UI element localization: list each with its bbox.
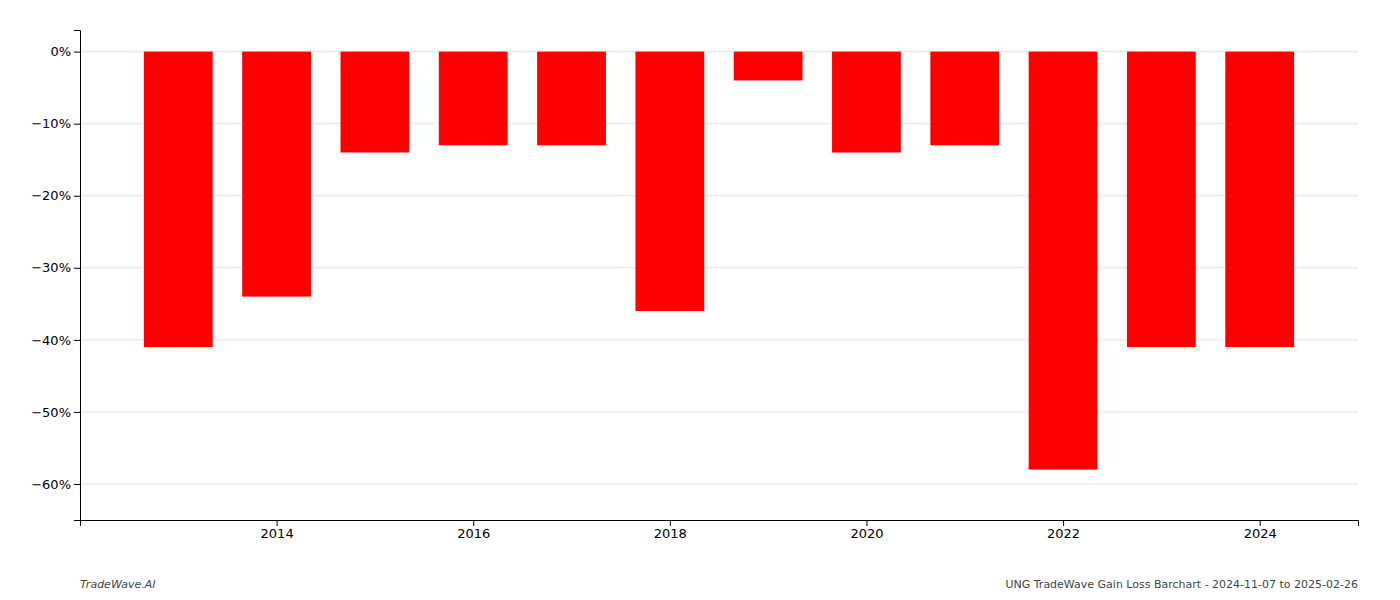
bar: [144, 52, 213, 347]
x-tick-label: 2016: [457, 526, 490, 541]
y-axis: 0% −10% −20% −30% −40% −50% −60%: [31, 31, 80, 521]
x-tick-label: 2024: [1244, 526, 1277, 541]
plot-area: 2014 2016 2018 2020 2022 2024 0% −10% −20% −30% −4…: [31, 31, 1358, 542]
y-tick-label: −30%: [31, 260, 71, 275]
x-tick: 2020: [850, 520, 883, 541]
y-tick: −40%: [31, 333, 80, 348]
grid-line: [80, 483, 1358, 484]
y-tick-mark: [74, 268, 80, 269]
x-tick-label: 2022: [1047, 526, 1080, 541]
y-tick-mark: [74, 124, 80, 125]
bar: [734, 52, 803, 81]
bar: [930, 52, 999, 146]
y-tick: −50%: [31, 405, 80, 420]
y-tick: −20%: [31, 188, 80, 203]
bar: [341, 52, 410, 153]
bars: [144, 52, 1294, 470]
bar: [537, 52, 606, 146]
bar: [242, 52, 311, 297]
x-tick-label: 2018: [654, 526, 687, 541]
y-tick-label: 0%: [50, 44, 71, 59]
x-tick: 2022: [1047, 520, 1080, 541]
footer-right: UNG TradeWave Gain Loss Barchart - 2024-…: [1005, 578, 1358, 591]
bar: [1029, 52, 1098, 470]
grid: [80, 52, 1358, 484]
x-tick-label: 2020: [850, 526, 883, 541]
y-tick: 0%: [50, 44, 80, 59]
y-axis-line: [74, 31, 81, 521]
x-tick: 2014: [261, 520, 294, 541]
x-axis-line: [81, 521, 1359, 527]
y-tick-label: −10%: [31, 116, 71, 131]
x-tick: 2018: [654, 520, 687, 541]
y-tick-label: −20%: [31, 188, 71, 203]
y-tick-mark: [74, 196, 80, 197]
bar: [439, 52, 508, 146]
grid-line: [80, 411, 1358, 412]
y-tick-mark: [74, 484, 80, 485]
bar: [1127, 52, 1196, 347]
x-tick: 2024: [1244, 520, 1277, 541]
bar: [635, 52, 704, 311]
y-tick-label: −60%: [31, 477, 71, 492]
y-tick-mark: [74, 340, 80, 341]
x-tick-mark: [1260, 520, 1261, 526]
x-tick-mark: [473, 520, 474, 526]
x-tick: 2016: [457, 520, 490, 541]
bar: [1225, 52, 1294, 347]
y-tick: −60%: [31, 477, 80, 492]
x-tick-mark: [1063, 520, 1064, 526]
y-tick: −10%: [31, 116, 80, 131]
x-tick-mark: [277, 520, 278, 526]
x-tick-mark: [670, 520, 671, 526]
y-tick-mark: [74, 52, 80, 53]
x-axis: 2014 2016 2018 2020 2022 2024: [81, 520, 1359, 541]
y-tick: −30%: [31, 260, 80, 275]
chart: 2014 2016 2018 2020 2022 2024 0% −10% −20% −30% −4…: [0, 0, 1400, 600]
footer-left: TradeWave.AI: [80, 578, 155, 591]
x-tick-mark: [866, 520, 867, 526]
y-tick-label: −40%: [31, 333, 71, 348]
x-tick-label: 2014: [261, 526, 294, 541]
y-tick-mark: [74, 412, 80, 413]
y-tick-label: −50%: [31, 405, 71, 420]
bar: [832, 52, 901, 153]
